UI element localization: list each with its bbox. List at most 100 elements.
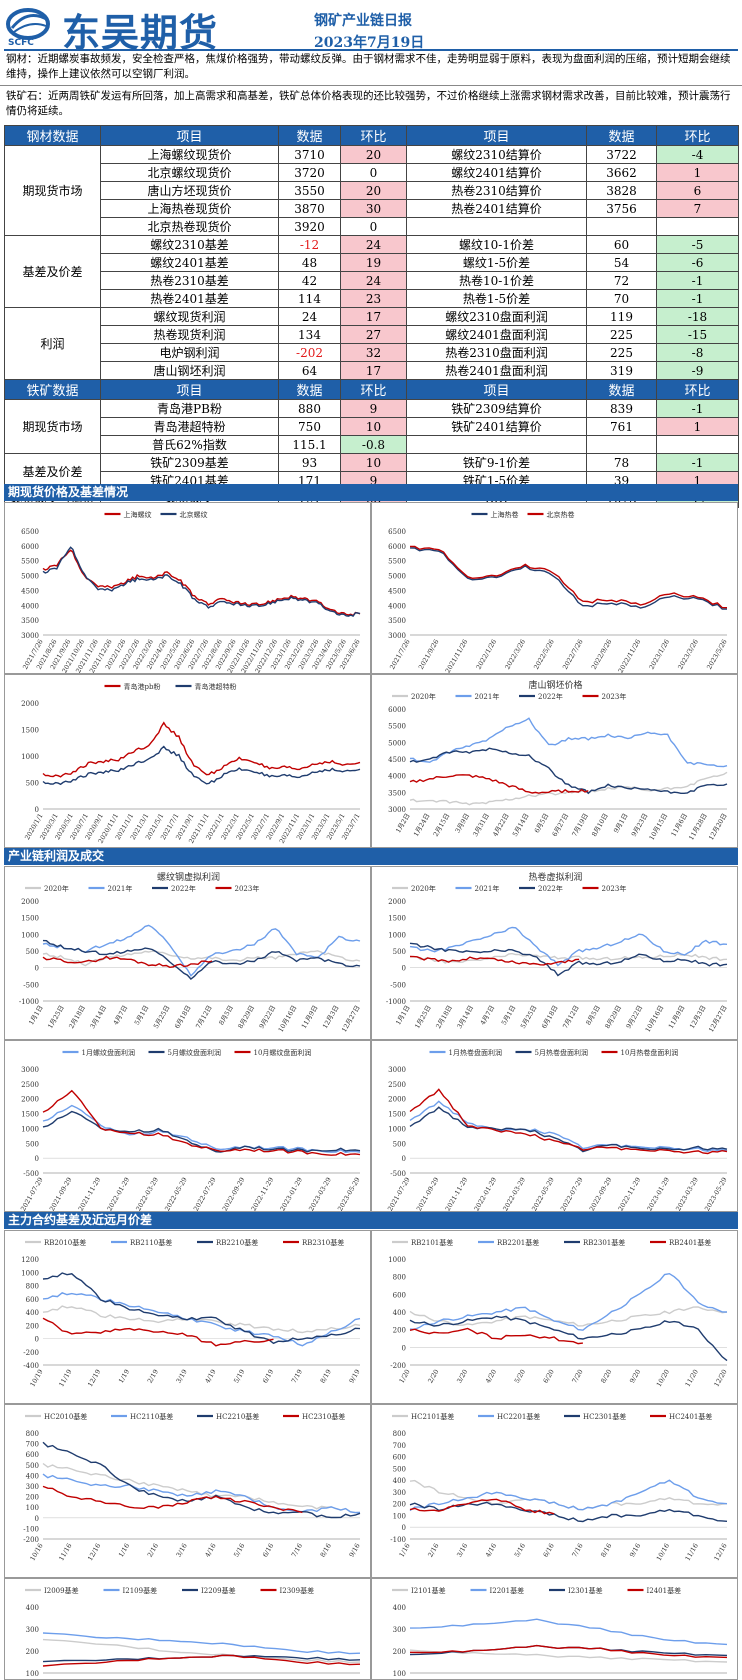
x-tick-label: 2022-05-29 bbox=[530, 1176, 556, 1212]
value-cell: 115.1 bbox=[278, 435, 341, 454]
legend-label: I2009基差 bbox=[44, 1586, 79, 1595]
y-tick-label: 6000 bbox=[21, 543, 39, 551]
table-row: 普氏62%指数 115.1 -0.8 bbox=[5, 435, 739, 454]
y-tick-label: 500 bbox=[393, 948, 406, 956]
x-tick-label: 7月12日 bbox=[194, 1004, 214, 1030]
x-tick-label: 8/16 bbox=[319, 1542, 333, 1559]
x-tick-label: 12/19 bbox=[86, 1368, 102, 1388]
y-tick-label: -1000 bbox=[19, 998, 39, 1006]
x-tick-label: 2月18日 bbox=[67, 1004, 87, 1030]
item-name-cell: 螺纹2310盘面利润 bbox=[406, 307, 587, 326]
y-tick-label: 300 bbox=[393, 1489, 406, 1497]
x-tick-label: 4/19 bbox=[203, 1368, 217, 1385]
item-name-cell: 螺纹现货利润 bbox=[100, 307, 279, 326]
x-tick-label: 2022/9/26 bbox=[590, 638, 614, 671]
y-tick-label: 400 bbox=[393, 1604, 406, 1612]
legend-label: 青岛港超特粉 bbox=[195, 682, 237, 691]
x-tick-label: 4/16 bbox=[203, 1542, 217, 1559]
change-cell: -18 bbox=[656, 307, 739, 326]
y-tick-label: 3000 bbox=[21, 1066, 39, 1074]
item-name-cell: 螺纹2401结算价 bbox=[406, 163, 587, 182]
series-line bbox=[42, 745, 361, 786]
group-label-cell: 利润 bbox=[4, 307, 101, 380]
y-tick-label: 1500 bbox=[21, 1111, 39, 1119]
x-tick-label: 2023/3/26 bbox=[676, 638, 700, 671]
series-line bbox=[42, 1089, 361, 1156]
change-cell: -9 bbox=[656, 361, 739, 380]
series-line bbox=[42, 546, 361, 617]
legend-label: RB2101基差 bbox=[411, 1238, 453, 1247]
header-cell: 环比 bbox=[340, 125, 407, 146]
change-cell: -0.8 bbox=[340, 435, 407, 454]
item-name-cell: 螺纹2401基差 bbox=[100, 253, 279, 272]
y-tick-label: -200 bbox=[23, 1349, 39, 1357]
y-tick-label: 3500 bbox=[21, 617, 39, 625]
x-tick-label: 10月16日 bbox=[644, 1004, 666, 1034]
chart-panel: 上海热卷 北京热卷 3000 3500 4000 4500 5000 5500 6000 6500… bbox=[371, 502, 738, 674]
chart-panel: HC2010基差 HC2110基差 HC2210基差 HC2310基差 -200 -100… bbox=[4, 1404, 371, 1578]
table-row: 上海热卷现货价 3870 30 热卷2401结算价 3756 7 bbox=[5, 199, 739, 218]
y-tick-label: 6500 bbox=[388, 528, 406, 536]
x-tick-label: 2/16 bbox=[426, 1542, 440, 1559]
legend-label: RB2210基差 bbox=[216, 1238, 258, 1247]
legend-label: 5月热卷盘面利润 bbox=[535, 1048, 588, 1057]
x-tick-label: 2022/11/26 bbox=[617, 638, 643, 674]
legend-label: 上海螺纹 bbox=[124, 510, 152, 519]
company-logo: SCFC bbox=[6, 8, 50, 46]
series-line bbox=[42, 1441, 361, 1519]
y-tick-label: 200 bbox=[393, 1501, 406, 1509]
y-tick-label: 5000 bbox=[388, 739, 406, 747]
y-tick-label: 1000 bbox=[388, 931, 406, 939]
x-tick-label: 2月15日 bbox=[432, 812, 452, 838]
y-tick-label: 1500 bbox=[21, 915, 39, 923]
x-tick-label: 2月18日 bbox=[434, 1004, 454, 1030]
value-cell: 54 bbox=[586, 253, 657, 272]
item-name-cell: 上海热卷现货价 bbox=[100, 199, 279, 218]
legend-label: 2022年 bbox=[538, 692, 563, 701]
series-line bbox=[42, 950, 361, 967]
x-tick-label: 8月5日 bbox=[584, 1004, 602, 1026]
series-line bbox=[42, 1110, 361, 1153]
change-cell bbox=[656, 217, 739, 236]
divider bbox=[0, 85, 742, 86]
x-tick-label: 2/16 bbox=[146, 1542, 160, 1559]
y-tick-label: 500 bbox=[26, 948, 39, 956]
legend-label: 2023年 bbox=[235, 884, 260, 893]
y-tick-label: 600 bbox=[26, 1451, 39, 1459]
series-line bbox=[409, 1315, 728, 1362]
table-row: 期现货市场 青岛港PB粉 880 9 铁矿2309结算价 839 -1 bbox=[4, 399, 739, 454]
legend-label: 北京热卷 bbox=[547, 510, 575, 519]
value-cell: 24 bbox=[278, 307, 341, 326]
x-tick-label: 6/16 bbox=[261, 1542, 275, 1559]
value-cell: 3870 bbox=[278, 199, 341, 218]
change-cell: 19 bbox=[340, 253, 407, 272]
change-cell bbox=[656, 435, 739, 454]
table-row: 螺纹2401基差 48 19 螺纹1-5价差 54 -6 bbox=[5, 253, 739, 272]
item-name-cell: 青岛港超特粉 bbox=[100, 417, 279, 436]
x-tick-label: 9/20 bbox=[628, 1368, 642, 1385]
chart-title: 热卷虚拟利润 bbox=[528, 871, 582, 883]
y-tick-label: -200 bbox=[23, 1536, 39, 1544]
series-line bbox=[409, 1306, 728, 1327]
x-tick-label: 8月10日 bbox=[590, 812, 610, 838]
x-tick-label: 6月27日 bbox=[551, 812, 571, 838]
y-tick-label: 4000 bbox=[388, 773, 406, 781]
legend-label: HC2010基差 bbox=[44, 1412, 87, 1421]
x-tick-label: 8/16 bbox=[599, 1542, 613, 1559]
series-line bbox=[409, 1644, 728, 1659]
brand-name: 东吴期货 bbox=[62, 11, 219, 55]
header-cell: 铁矿数据 bbox=[4, 379, 101, 400]
legend-label: I2401基差 bbox=[647, 1586, 682, 1595]
x-tick-label: 11月9日 bbox=[300, 1004, 320, 1030]
table-row: 北京螺纹现货价 3720 0 螺纹2401结算价 3662 1 bbox=[5, 163, 739, 182]
y-tick-label: 5500 bbox=[388, 723, 406, 731]
data-table: 钢材数据 项目 数据 环比 项目 数据 环比 期现货市场 上海螺纹现货价 3710 20 螺纹2310… bbox=[4, 125, 739, 508]
chart-panel: I2009基差 I2109基差 I2209基差 I2309基差 100 200 300 400 bbox=[4, 1578, 371, 1680]
chart-panel: RB2010基差 RB2110基差 RB2210基差 RB2310基差 -400 -200… bbox=[4, 1230, 371, 1404]
x-tick-label: 4/20 bbox=[484, 1368, 498, 1385]
table-row: 北京热卷现货价 3920 0 bbox=[5, 217, 739, 236]
series-line bbox=[409, 1106, 728, 1153]
chart-svg: 螺纹钢虚拟利润 2020年 2021年 2022年 2023年 -1000 -500 0 500… bbox=[19, 871, 362, 1034]
y-tick-label: 800 bbox=[393, 1274, 406, 1282]
series-line bbox=[409, 926, 728, 967]
